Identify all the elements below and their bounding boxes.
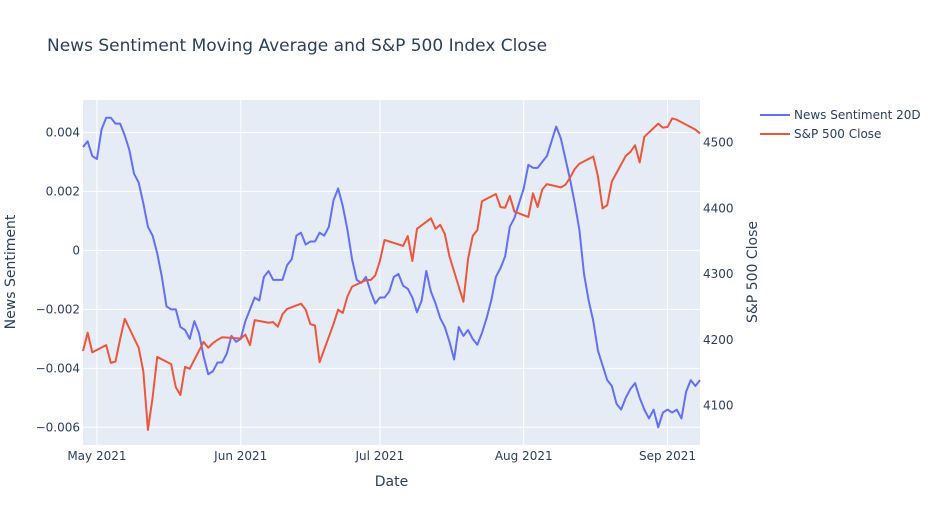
- y-tick-label: 0.002: [46, 184, 80, 198]
- y-tick-label: 0: [72, 243, 80, 257]
- y-tick-label: −0.004: [36, 361, 80, 375]
- x-axis-title: Date: [375, 474, 408, 490]
- legend-label-sp500: S&P 500 Close: [794, 127, 881, 141]
- y2-axis-title: S&P 500 Close: [745, 221, 761, 323]
- series-line-sp500: [82, 117, 701, 431]
- grid-layer: [83, 100, 700, 445]
- plot-background: [83, 100, 700, 445]
- legend-item-sp500[interactable]: S&P 500 Close: [760, 127, 881, 141]
- legend-label-news-sentiment: News Sentiment 20D: [794, 108, 921, 122]
- y-tick-label: 0.004: [46, 125, 80, 139]
- y-tick-labels: −0.006 −0.004 −0.002 0 0.002 0.004: [36, 125, 80, 434]
- y2-tick-label: 4400: [703, 201, 734, 215]
- series-layer: [82, 116, 701, 431]
- legend[interactable]: News Sentiment 20D S&P 500 Close: [760, 108, 921, 141]
- y2-tick-label: 4500: [703, 136, 734, 150]
- x-tick-label: Aug 2021: [495, 449, 553, 463]
- legend-item-news-sentiment[interactable]: News Sentiment 20D: [760, 108, 921, 122]
- y-tick-label: −0.002: [36, 302, 80, 316]
- y-tick-label: −0.006: [36, 420, 80, 434]
- y-axis-title: News Sentiment: [3, 214, 19, 329]
- y2-tick-label: 4300: [703, 267, 734, 281]
- x-tick-label: Sep 2021: [639, 449, 696, 463]
- y2-tick-label: 4200: [703, 333, 734, 347]
- x-tick-label: Jul 2021: [354, 449, 404, 463]
- chart-title: News Sentiment Moving Average and S&P 50…: [47, 36, 547, 56]
- x-tick-label: Jun 2021: [213, 449, 267, 463]
- series-line-news-sentiment: [82, 116, 701, 429]
- y2-tick-label: 4100: [703, 399, 734, 413]
- x-tick-labels: May 2021 Jun 2021 Jul 2021 Aug 2021 Sep 2021: [67, 449, 696, 463]
- x-tick-label: May 2021: [67, 449, 126, 463]
- y2-tick-labels: 4100 4200 4300 4400 4500: [703, 136, 734, 413]
